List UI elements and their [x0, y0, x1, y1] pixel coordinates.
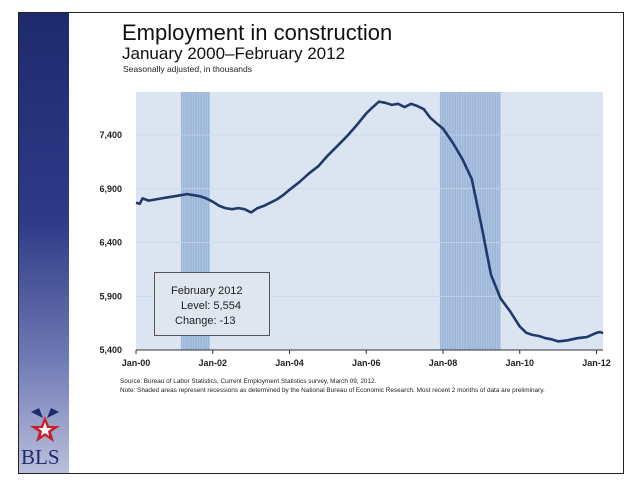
x-tick-label: Jan-06 [352, 358, 381, 368]
x-tick-label: Jan-12 [582, 358, 611, 368]
x-tick-label: Jan-00 [122, 358, 151, 368]
sidebar-band [19, 13, 69, 473]
y-tick-label: 7,400 [99, 130, 122, 140]
footnotes: Source: Bureau of Labor Statistics, Curr… [120, 377, 580, 395]
callout-level: Level: 5,554 [181, 300, 241, 312]
x-tick-label: Jan-08 [429, 358, 458, 368]
x-tick-label: Jan-02 [198, 358, 227, 368]
bls-eagle-logo-icon [30, 408, 60, 442]
callout-change: Change: -13 [175, 315, 236, 327]
units-note: Seasonally adjusted, in thousands [123, 64, 253, 74]
chart-title: Employment in construction [122, 20, 393, 45]
chart-date-range: January 2000–February 2012 [122, 44, 346, 63]
y-tick-label: 6,400 [99, 238, 122, 248]
recession-note: Note: Shaded areas represent recessions … [120, 387, 545, 394]
y-tick-label: 5,400 [99, 345, 122, 355]
x-tick-label: Jan-04 [275, 358, 304, 368]
x-tick-label: Jan-10 [505, 358, 534, 368]
y-tick-label: 5,900 [99, 291, 122, 301]
bls-logo-text: BLS [21, 445, 60, 469]
source-note: Source: Bureau of Labor Statistics, Curr… [120, 378, 377, 385]
callout-box: February 2012 Level: 5,554 Change: -13 [154, 272, 270, 336]
y-tick-label: 6,900 [99, 184, 122, 194]
callout-month: February 2012 [171, 285, 243, 297]
series-line [135, 100, 604, 343]
